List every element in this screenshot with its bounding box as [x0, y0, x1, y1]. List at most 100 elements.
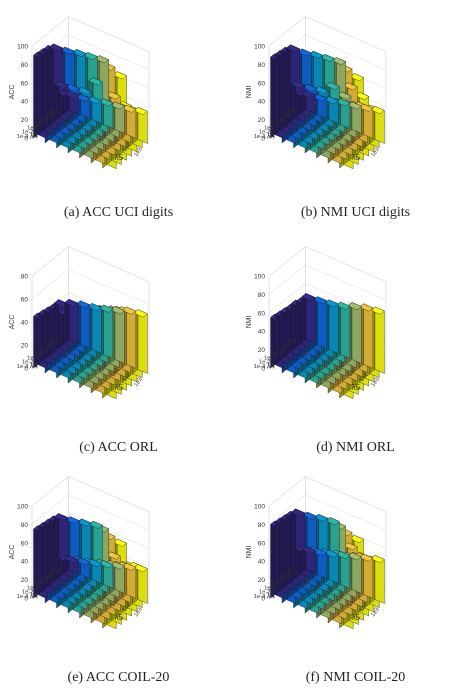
lambda4-tick-label: 1e3 [287, 339, 297, 345]
lambda5-tick-label: 1e1 [110, 367, 120, 378]
z-gridline [268, 264, 387, 301]
panel-nmi-coil-20: 0 20 40 60 80 100 NMI 1e-3 1e-2 1e-1 1e0 1e1 1e2 1e3 λ… [237, 460, 474, 690]
lambda4-tick-label: 1e-1 [27, 586, 39, 592]
lambda5-tick-label: 1e1 [110, 137, 120, 148]
chart-acc-orl: 020406080ACC1e-31e-21e-11e01e11e21e3λ41e… [9, 245, 150, 399]
lambda4-tick-label: 1e-3 [254, 134, 266, 140]
lambda5-tick-label: 1e-3 [63, 577, 75, 590]
z-tick-label: 20 [258, 577, 266, 584]
lambda5-tick-label: 1e3 [133, 377, 143, 388]
lambda4-tick-label: 1e-1 [27, 356, 39, 362]
lambda5-tick-label: 1e-3 [300, 577, 312, 590]
z-gridline [31, 246, 150, 282]
lambda4-tick-label: 1e0 [34, 121, 44, 127]
lambda4-tick-label: 1e-3 [17, 134, 29, 140]
lambda4-axis-label: λ4 [30, 362, 39, 371]
plot-area [268, 15, 387, 169]
lambda4-tick-label: 1e-2 [22, 590, 34, 596]
chart-acc-uci-digits: 020406080100ACC1e-31e-21e-11e01e11e21e3λ… [9, 15, 150, 169]
lambda5-tick-label: 1e0 [99, 362, 109, 373]
z-tick-label: 100 [17, 504, 28, 511]
plot-area [268, 475, 387, 629]
lambda4-axis-label: λ4 [30, 592, 39, 601]
lambda5-tick-label: 1e-1 [86, 127, 98, 140]
z-gridline [31, 16, 150, 52]
bar [301, 90, 316, 114]
z-axis-label: ACC [9, 315, 16, 330]
lambda4-tick-label: 1e2 [45, 573, 55, 579]
lambda5-axis-label: λ5 [352, 153, 361, 162]
panel-acc-coil-20: 0 20 40 60 80 100 ACC 1e-3 1e-2 1e-1 1e0 1e1 1e2 1e3 λ… [0, 460, 237, 690]
lambda5-tick-label: 1e1 [110, 597, 120, 608]
lambda4-tick-label: 1e-2 [22, 360, 34, 366]
z-gridline [268, 16, 387, 52]
lambda4-tick-label: 1e0 [271, 581, 281, 587]
lambda5-tick-label: 1e3 [133, 147, 143, 158]
lambda4-tick-label: 1e-3 [254, 364, 266, 370]
bar [64, 90, 79, 114]
bar [301, 293, 316, 344]
caption: (a) ACC UCI digits [63, 205, 174, 220]
plot-area [31, 245, 150, 399]
z-tick-label: 100 [254, 274, 265, 281]
lambda5-tick-label: 1e-2 [75, 122, 87, 135]
lambda5-tick-label: 1e-2 [75, 352, 87, 365]
lambda5-tick-label: 1e0 [336, 362, 346, 373]
chart-nmi-uci-digits: 020406080100NMI1e-31e-21e-11e01e11e21e3λ… [246, 15, 387, 169]
lambda4-tick-label: 1e3 [50, 109, 60, 115]
z-tick-label: 60 [258, 540, 266, 547]
lambda4-tick-label: 1e-1 [264, 586, 276, 592]
lambda5-tick-label: 1e0 [336, 592, 346, 603]
bar [64, 555, 79, 574]
lambda4-tick-label: 1e2 [282, 113, 292, 119]
z-tick-label: 0 [24, 596, 28, 603]
panel-acc-orl: 0 20 40 60 80 ACC 1e-3 1e-2 1e-1 1e0 1e1 1e2 1e3 λ4 1e… [0, 230, 237, 460]
z-axis-label: NMI [246, 546, 253, 559]
z-tick-label: 80 [21, 274, 29, 281]
lambda5-tick-label: 1e-2 [75, 582, 87, 595]
lambda4-tick-label: 1e-3 [17, 594, 29, 600]
lambda5-tick-label: 1e3 [133, 607, 143, 618]
lambda4-tick-label: 1e-2 [259, 590, 271, 596]
chart-nmi-orl: 020406080100NMI1e-31e-21e-11e01e11e21e3λ… [246, 245, 387, 399]
lambda5-axis-label: λ5 [115, 153, 124, 162]
z-tick-label: 60 [21, 80, 29, 87]
z-tick-label: 40 [21, 320, 29, 327]
lambda4-tick-label: 1e-2 [259, 130, 271, 136]
lambda5-tick-label: 1e-3 [63, 347, 75, 360]
plot-area [31, 15, 150, 169]
caption: (f) NMI COIL-20 [305, 670, 406, 685]
lambda5-tick-label: 1e3 [370, 377, 380, 388]
z-axis-label: ACC [9, 545, 16, 560]
lambda5-tick-label: 1e2 [359, 142, 369, 153]
chart-acc-coil-20: 020406080100ACC1e-31e-21e-11e01e11e21e3λ… [9, 475, 150, 629]
lambda4-tick-label: 1e-1 [264, 126, 276, 132]
z-tick-label: 20 [258, 117, 266, 124]
lambda5-tick-label: 1e0 [336, 132, 346, 143]
caption: (b) NMI UCI digits [300, 205, 411, 220]
lambda5-tick-label: 1e1 [347, 137, 357, 148]
lambda5-tick-label: 1e0 [99, 592, 109, 603]
lambda5-axis-label: λ5 [115, 383, 124, 392]
lambda5-tick-label: 1e-2 [312, 582, 324, 595]
z-tick-label: 60 [21, 297, 29, 304]
lambda4-axis-label: λ4 [30, 132, 39, 141]
z-tick-label: 0 [261, 366, 265, 373]
lambda4-tick-label: 1e3 [50, 339, 60, 345]
lambda4-axis-label: λ4 [267, 132, 276, 141]
z-tick-label: 20 [21, 577, 29, 584]
lambda4-tick-label: 1e-1 [27, 126, 39, 132]
lambda4-tick-label: 1e-3 [254, 594, 266, 600]
lambda4-tick-label: 1e1 [39, 347, 49, 353]
z-tick-label: 80 [21, 62, 29, 69]
lambda5-tick-label: 1e-2 [312, 352, 324, 365]
lambda5-tick-label: 1e-2 [312, 122, 324, 135]
z-gridline [268, 494, 387, 531]
lambda4-tick-label: 1e3 [287, 109, 297, 115]
z-tick-label: 100 [254, 44, 265, 51]
lambda4-axis-label: λ4 [267, 592, 276, 601]
lambda4-tick-label: 1e3 [50, 569, 60, 575]
lambda5-tick-label: 1e-1 [86, 587, 98, 600]
chart-nmi-coil-20: 020406080100NMI1e-31e-21e-11e01e11e21e3λ… [246, 475, 387, 629]
lambda4-tick-label: 1e-3 [17, 364, 29, 370]
